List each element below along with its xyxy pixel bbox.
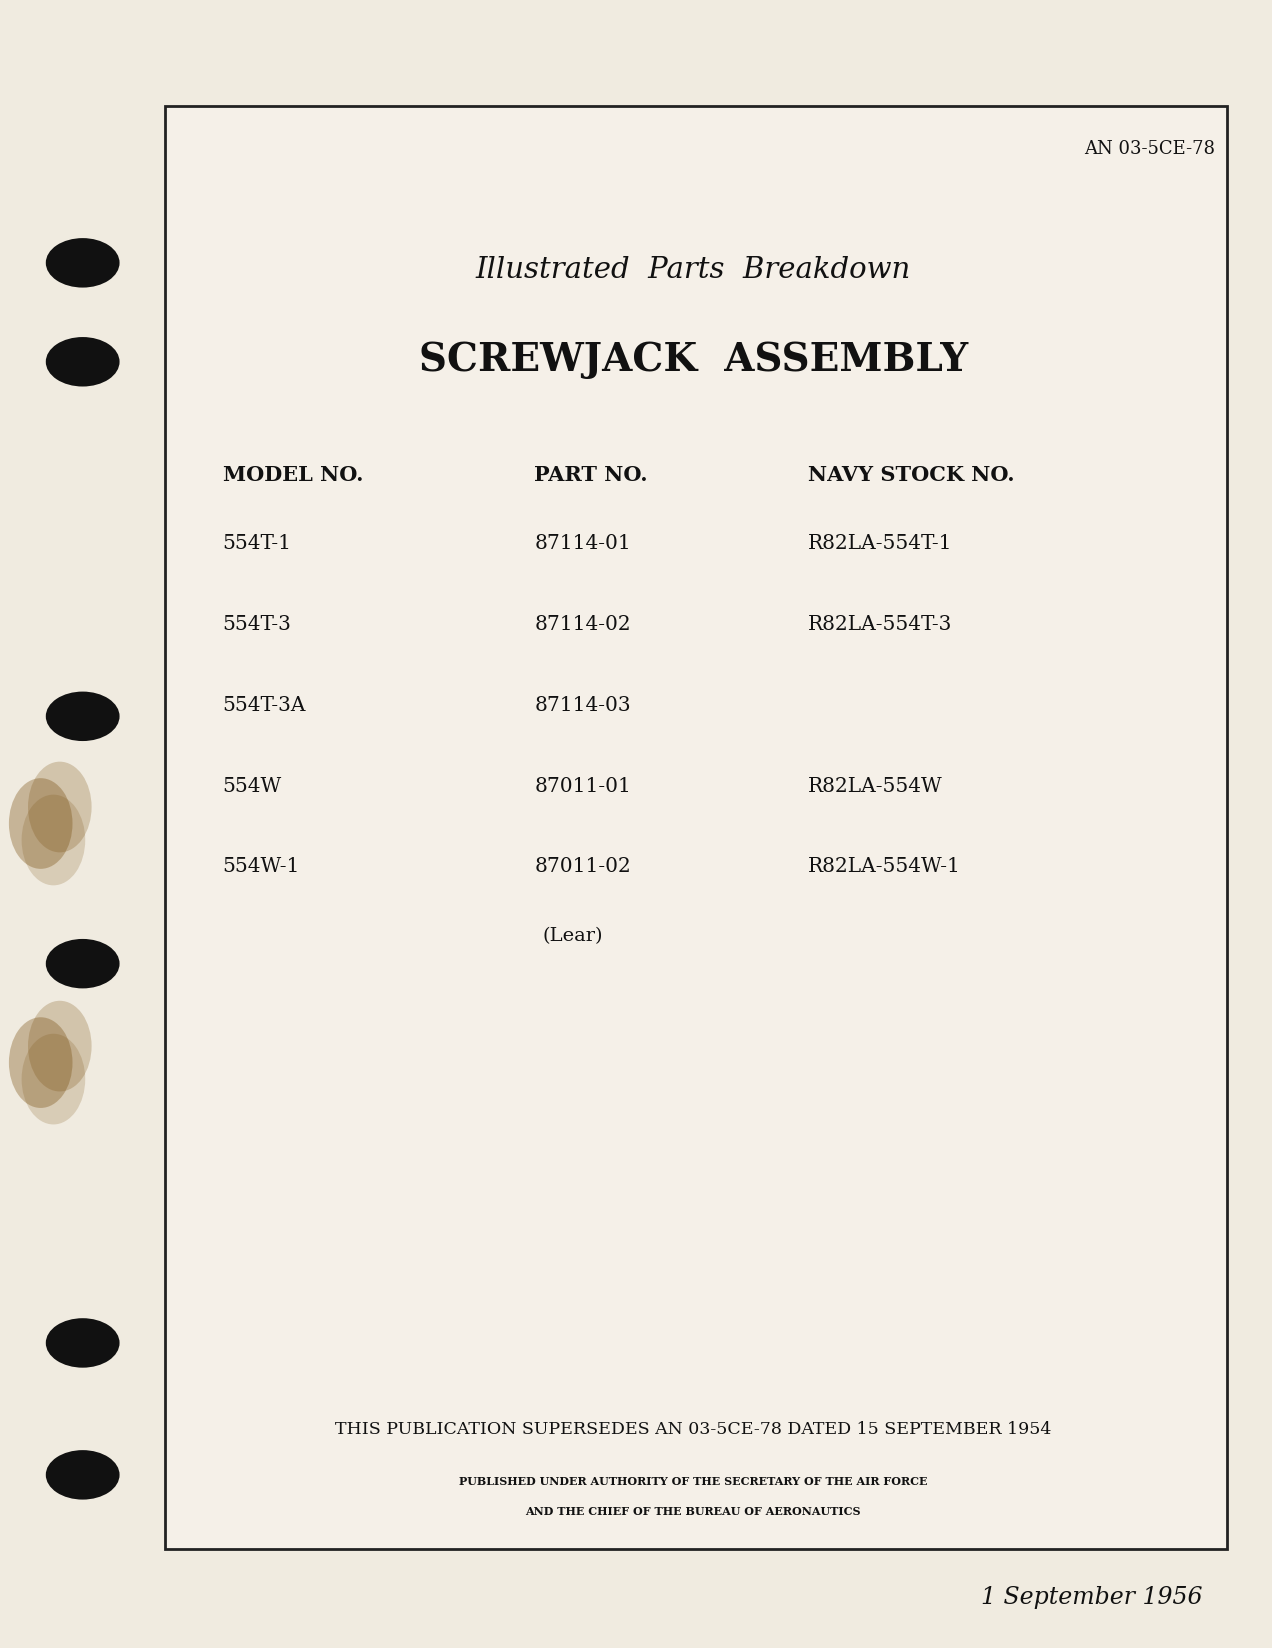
Text: R82LA-554W: R82LA-554W — [808, 776, 943, 796]
Ellipse shape — [28, 761, 92, 854]
Text: 87011-02: 87011-02 — [534, 857, 631, 877]
Ellipse shape — [46, 239, 120, 288]
Ellipse shape — [9, 1018, 73, 1107]
Text: 554T-3A: 554T-3A — [223, 695, 307, 715]
Text: 87114-02: 87114-02 — [534, 615, 631, 634]
Text: 554W: 554W — [223, 776, 282, 796]
Text: 87114-01: 87114-01 — [534, 534, 631, 554]
Text: 87114-03: 87114-03 — [534, 695, 631, 715]
Text: R82LA-554T-1: R82LA-554T-1 — [808, 534, 953, 554]
Ellipse shape — [46, 1318, 120, 1368]
Text: PART NO.: PART NO. — [534, 465, 647, 485]
Text: 554T-3: 554T-3 — [223, 615, 291, 634]
Ellipse shape — [28, 1002, 92, 1091]
Text: 554T-1: 554T-1 — [223, 534, 291, 554]
Text: THIS PUBLICATION SUPERSEDES AN 03-5CE-78 DATED 15 SEPTEMBER 1954: THIS PUBLICATION SUPERSEDES AN 03-5CE-78… — [335, 1421, 1052, 1437]
Text: 87011-01: 87011-01 — [534, 776, 631, 796]
Text: NAVY STOCK NO.: NAVY STOCK NO. — [808, 465, 1014, 485]
Ellipse shape — [22, 1035, 85, 1124]
Text: MODEL NO.: MODEL NO. — [223, 465, 363, 485]
Ellipse shape — [22, 794, 85, 887]
Text: (Lear): (Lear) — [542, 926, 603, 944]
Text: R82LA-554T-3: R82LA-554T-3 — [808, 615, 953, 634]
Text: Illustrated  Parts  Breakdown: Illustrated Parts Breakdown — [476, 255, 911, 283]
Text: AND THE CHIEF OF THE BUREAU OF AERONAUTICS: AND THE CHIEF OF THE BUREAU OF AERONAUTI… — [525, 1505, 861, 1516]
Ellipse shape — [46, 1450, 120, 1500]
Text: AN 03-5CE-78: AN 03-5CE-78 — [1084, 140, 1215, 158]
Text: PUBLISHED UNDER AUTHORITY OF THE SECRETARY OF THE AIR FORCE: PUBLISHED UNDER AUTHORITY OF THE SECRETA… — [459, 1475, 927, 1486]
Ellipse shape — [46, 338, 120, 387]
FancyBboxPatch shape — [165, 107, 1227, 1549]
Text: SCREWJACK  ASSEMBLY: SCREWJACK ASSEMBLY — [418, 341, 968, 379]
Ellipse shape — [9, 780, 73, 870]
Ellipse shape — [46, 692, 120, 742]
Text: R82LA-554W-1: R82LA-554W-1 — [808, 857, 960, 877]
Text: 554W-1: 554W-1 — [223, 857, 300, 877]
Ellipse shape — [46, 939, 120, 989]
Text: 1 September 1956: 1 September 1956 — [981, 1585, 1202, 1608]
